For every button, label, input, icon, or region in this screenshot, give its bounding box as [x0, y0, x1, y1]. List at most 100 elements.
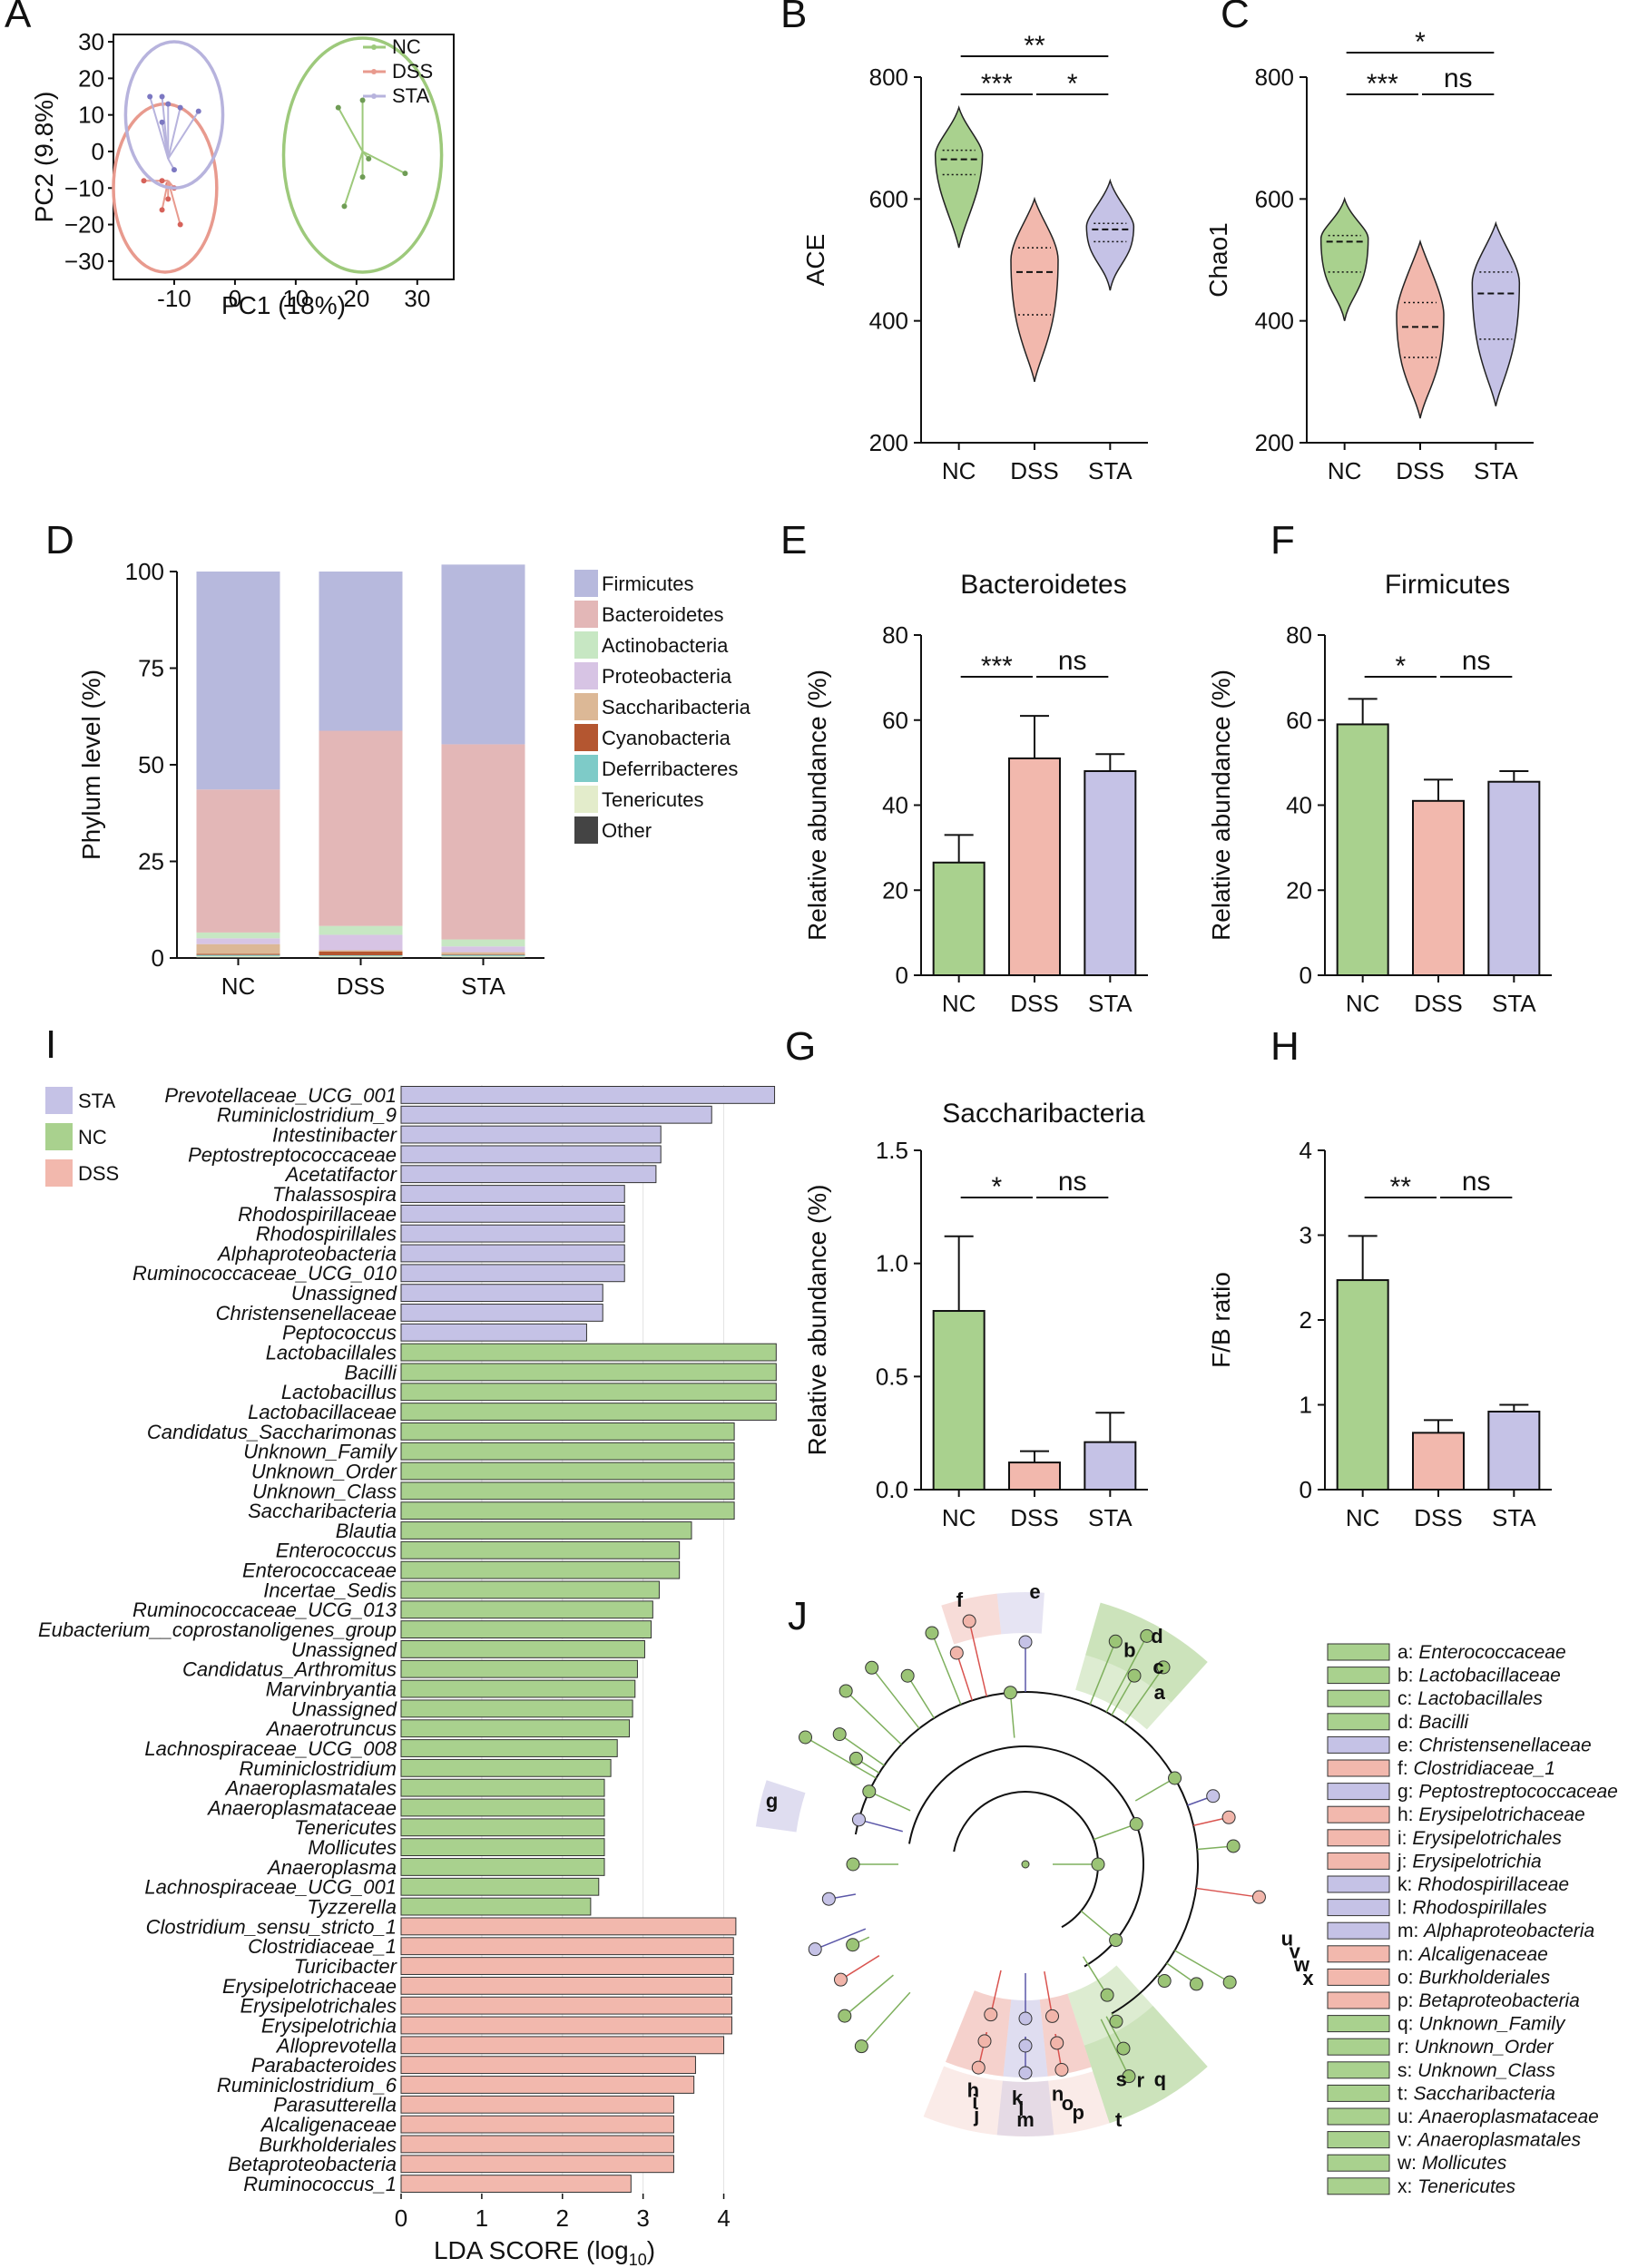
legend-entry: o: Burkholderiales	[1398, 1967, 1551, 1988]
y-tick-label: 600	[1255, 185, 1294, 212]
legend-swatch-cyanobacteria	[574, 724, 598, 751]
legend-swatch-dss	[45, 1159, 73, 1187]
lda-bar-nc	[400, 1560, 681, 1579]
clade-letter: d	[1151, 1625, 1162, 1647]
legend-label-saccharibacteria: Saccharibacteria	[602, 696, 751, 719]
y-tick-label: 100	[125, 558, 164, 585]
panel-label-j: J	[788, 1594, 808, 1638]
legend-label-cyanobacteria: Cyanobacteria	[602, 727, 731, 749]
legend-swatch-dss	[1327, 1968, 1390, 1986]
lda-bar-nc	[400, 1461, 735, 1481]
legend-taxon: Erysipelotrichia	[1412, 1851, 1541, 1872]
lda-bar-label: Marvinbryantia	[266, 1677, 397, 1700]
cladogram-node-nc	[846, 1938, 860, 1952]
stack-segment-tenericutes	[196, 955, 280, 958]
clade-letter: k	[1012, 2087, 1024, 2109]
clade-sector-sta	[755, 1780, 806, 1833]
legend-taxon: Mollicutes	[1422, 2153, 1507, 2174]
legend-entry: r: Unknown_Order	[1398, 2037, 1554, 2058]
lda-bar-sta	[400, 1165, 657, 1184]
legend-letter: o:	[1398, 1967, 1418, 1988]
lda-bar-label: Erysipelotrichia	[261, 2014, 397, 2037]
legend-entry: s: Unknown_Class	[1398, 2060, 1555, 2081]
legend-dot-sta	[371, 93, 377, 99]
stack-segment-proteobacteria	[441, 946, 525, 953]
lda-bar-nc	[400, 1858, 605, 1876]
legend-swatch-dss	[1327, 1852, 1390, 1870]
lda-bar-label: Rhodospirillales	[256, 1223, 397, 1246]
lda-bar-label: Enterococcus	[276, 1540, 397, 1562]
legend-label-dss: DSS	[78, 1162, 119, 1185]
panel-f-firmicutes-bar: F 0 20 40 60 80 NC DSS STA Firmicutes Relative abu…	[1207, 518, 1552, 1017]
y-tick-label: 200	[1255, 429, 1294, 456]
legend-entry: k: Rhodospirillaceae	[1398, 1874, 1569, 1895]
legend-swatch-nc	[1327, 2131, 1390, 2149]
spider-line	[149, 96, 170, 160]
legend-entry: n: Alcaligenaceae	[1398, 1944, 1548, 1965]
legend-taxon: Saccharibacteria	[1414, 2083, 1555, 2104]
cladogram-branch	[840, 1955, 880, 1980]
legend-letter: q:	[1398, 2014, 1418, 2035]
significance-label: ns	[1058, 1167, 1087, 1197]
cladogram-branch	[845, 1690, 902, 1745]
y-tick-label: 60	[882, 707, 908, 734]
cladogram-node-sta	[1018, 2011, 1033, 2026]
lda-bar-dss	[400, 1937, 734, 1956]
stack-segment-deferribacteres	[319, 955, 403, 956]
clade-sector-nc	[1084, 2006, 1208, 2124]
sample-point-nc	[359, 174, 366, 181]
lda-bar-label: Lachnospiraceae_UCG_008	[144, 1737, 397, 1760]
legend-label-sta: STA	[392, 84, 429, 107]
cladogram-node-dss	[971, 2060, 986, 2075]
clade-letter: n	[1052, 2083, 1064, 2106]
stack-segment-cyanobacteria	[319, 951, 403, 956]
clade-sector-nc	[1075, 1602, 1208, 1730]
stack-segment-saccharibacteria	[196, 943, 280, 954]
lda-bar-label: Saccharibacteria	[248, 1500, 397, 1522]
y-tick-label: 30	[78, 28, 104, 55]
legend-label-nc: NC	[392, 35, 421, 58]
y-tick-label: 0	[152, 944, 164, 972]
y-tick-label: 0.0	[876, 1476, 908, 1503]
legend-swatch-dss	[1327, 1829, 1390, 1847]
stack-segment-tenericutes	[441, 955, 525, 958]
lda-bar-nc	[400, 1758, 612, 1777]
legend-taxon: Rhodospirillaceae	[1417, 1874, 1569, 1895]
spider-line	[161, 122, 170, 160]
violin-nc	[934, 104, 984, 249]
cladogram-node-dss	[949, 1646, 964, 1660]
cladogram-branch	[1123, 1667, 1164, 1724]
panel-label-e: E	[780, 518, 807, 562]
cladogram-node-nc	[1108, 1634, 1123, 1648]
lda-bar-sta	[400, 1125, 662, 1144]
legend-swatch-dss	[1327, 1759, 1390, 1777]
y-tick-label: 0	[1299, 1476, 1312, 1503]
legend-taxon: Unknown_Class	[1417, 2060, 1555, 2081]
stack-segment-other	[319, 957, 403, 958]
lda-bar-label: Parasutterella	[273, 2094, 397, 2116]
plot-frame	[113, 34, 455, 280]
legend-dot-dss	[371, 69, 377, 74]
legend-taxon: Lactobacillales	[1417, 1688, 1543, 1709]
legend-swatch-tenericutes	[574, 786, 598, 813]
x-tick-label-sta: STA	[1088, 457, 1133, 484]
lda-bar-nc	[400, 1640, 645, 1658]
lda-bar-nc	[400, 1620, 652, 1639]
y-tick-label: 20	[78, 64, 104, 92]
lda-bar-label: Erysipelotrichaceae	[222, 1975, 397, 1998]
cladogram-node-sta	[1206, 1789, 1221, 1804]
lda-bar-sta	[400, 1323, 587, 1342]
legend-letter: b:	[1398, 1666, 1418, 1686]
x-tick-label: 1	[476, 2204, 488, 2232]
lda-bar-label: Unassigned	[291, 1282, 397, 1305]
legend-swatch-nc	[1327, 1667, 1390, 1685]
spider-line	[167, 107, 181, 160]
clade-letter: a	[1154, 1681, 1166, 1704]
lda-bar-label: Ruminococcaceae_UCG_010	[132, 1262, 397, 1285]
cladogram-branch	[956, 1652, 974, 1701]
sample-point-dss	[159, 178, 165, 184]
significance-label: *	[1415, 27, 1426, 57]
legend-swatch-other	[574, 816, 598, 844]
legend-swatch-dss	[1327, 1991, 1390, 2009]
panel-label-h: H	[1270, 1024, 1299, 1069]
